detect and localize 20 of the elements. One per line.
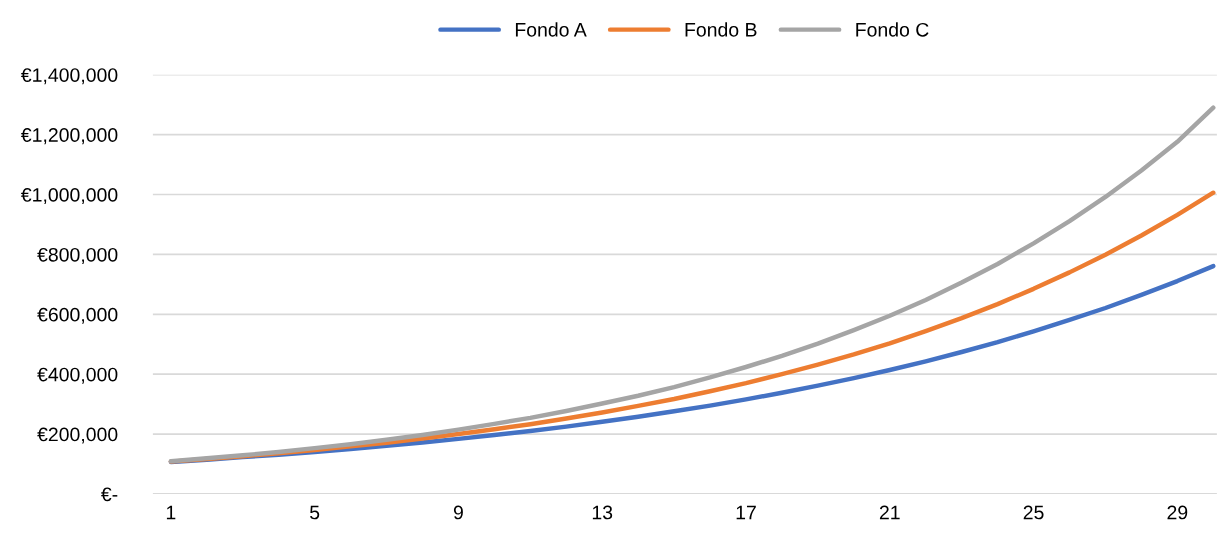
x-tick-label: 13 (592, 505, 613, 520)
y-tick-label: €- (101, 487, 118, 502)
x-tick-label: 21 (879, 505, 900, 520)
legend-label: Fondo C (856, 22, 929, 37)
legend-label: Fondo A (515, 22, 587, 37)
x-tick-label: 1 (166, 505, 176, 520)
y-tick-label: €1,200,000 (21, 128, 118, 145)
y-tick-label: €1,400,000 (21, 68, 118, 85)
x-tick-label: 5 (310, 505, 320, 520)
y-tick-label: €200,000 (37, 427, 118, 444)
x-tick-label: 25 (1023, 505, 1044, 520)
y-tick-label: €600,000 (37, 307, 118, 324)
y-tick-label: €800,000 (37, 247, 118, 264)
x-tick-label: 17 (736, 505, 756, 520)
line-series (168, 105, 1216, 464)
y-tick-label: €1,000,000 (21, 188, 118, 205)
legend-label: Fondo B (685, 22, 757, 37)
x-tick-label: 9 (453, 505, 463, 520)
y-tick-label: €400,000 (37, 367, 118, 384)
x-tick-label: 29 (1167, 505, 1188, 520)
